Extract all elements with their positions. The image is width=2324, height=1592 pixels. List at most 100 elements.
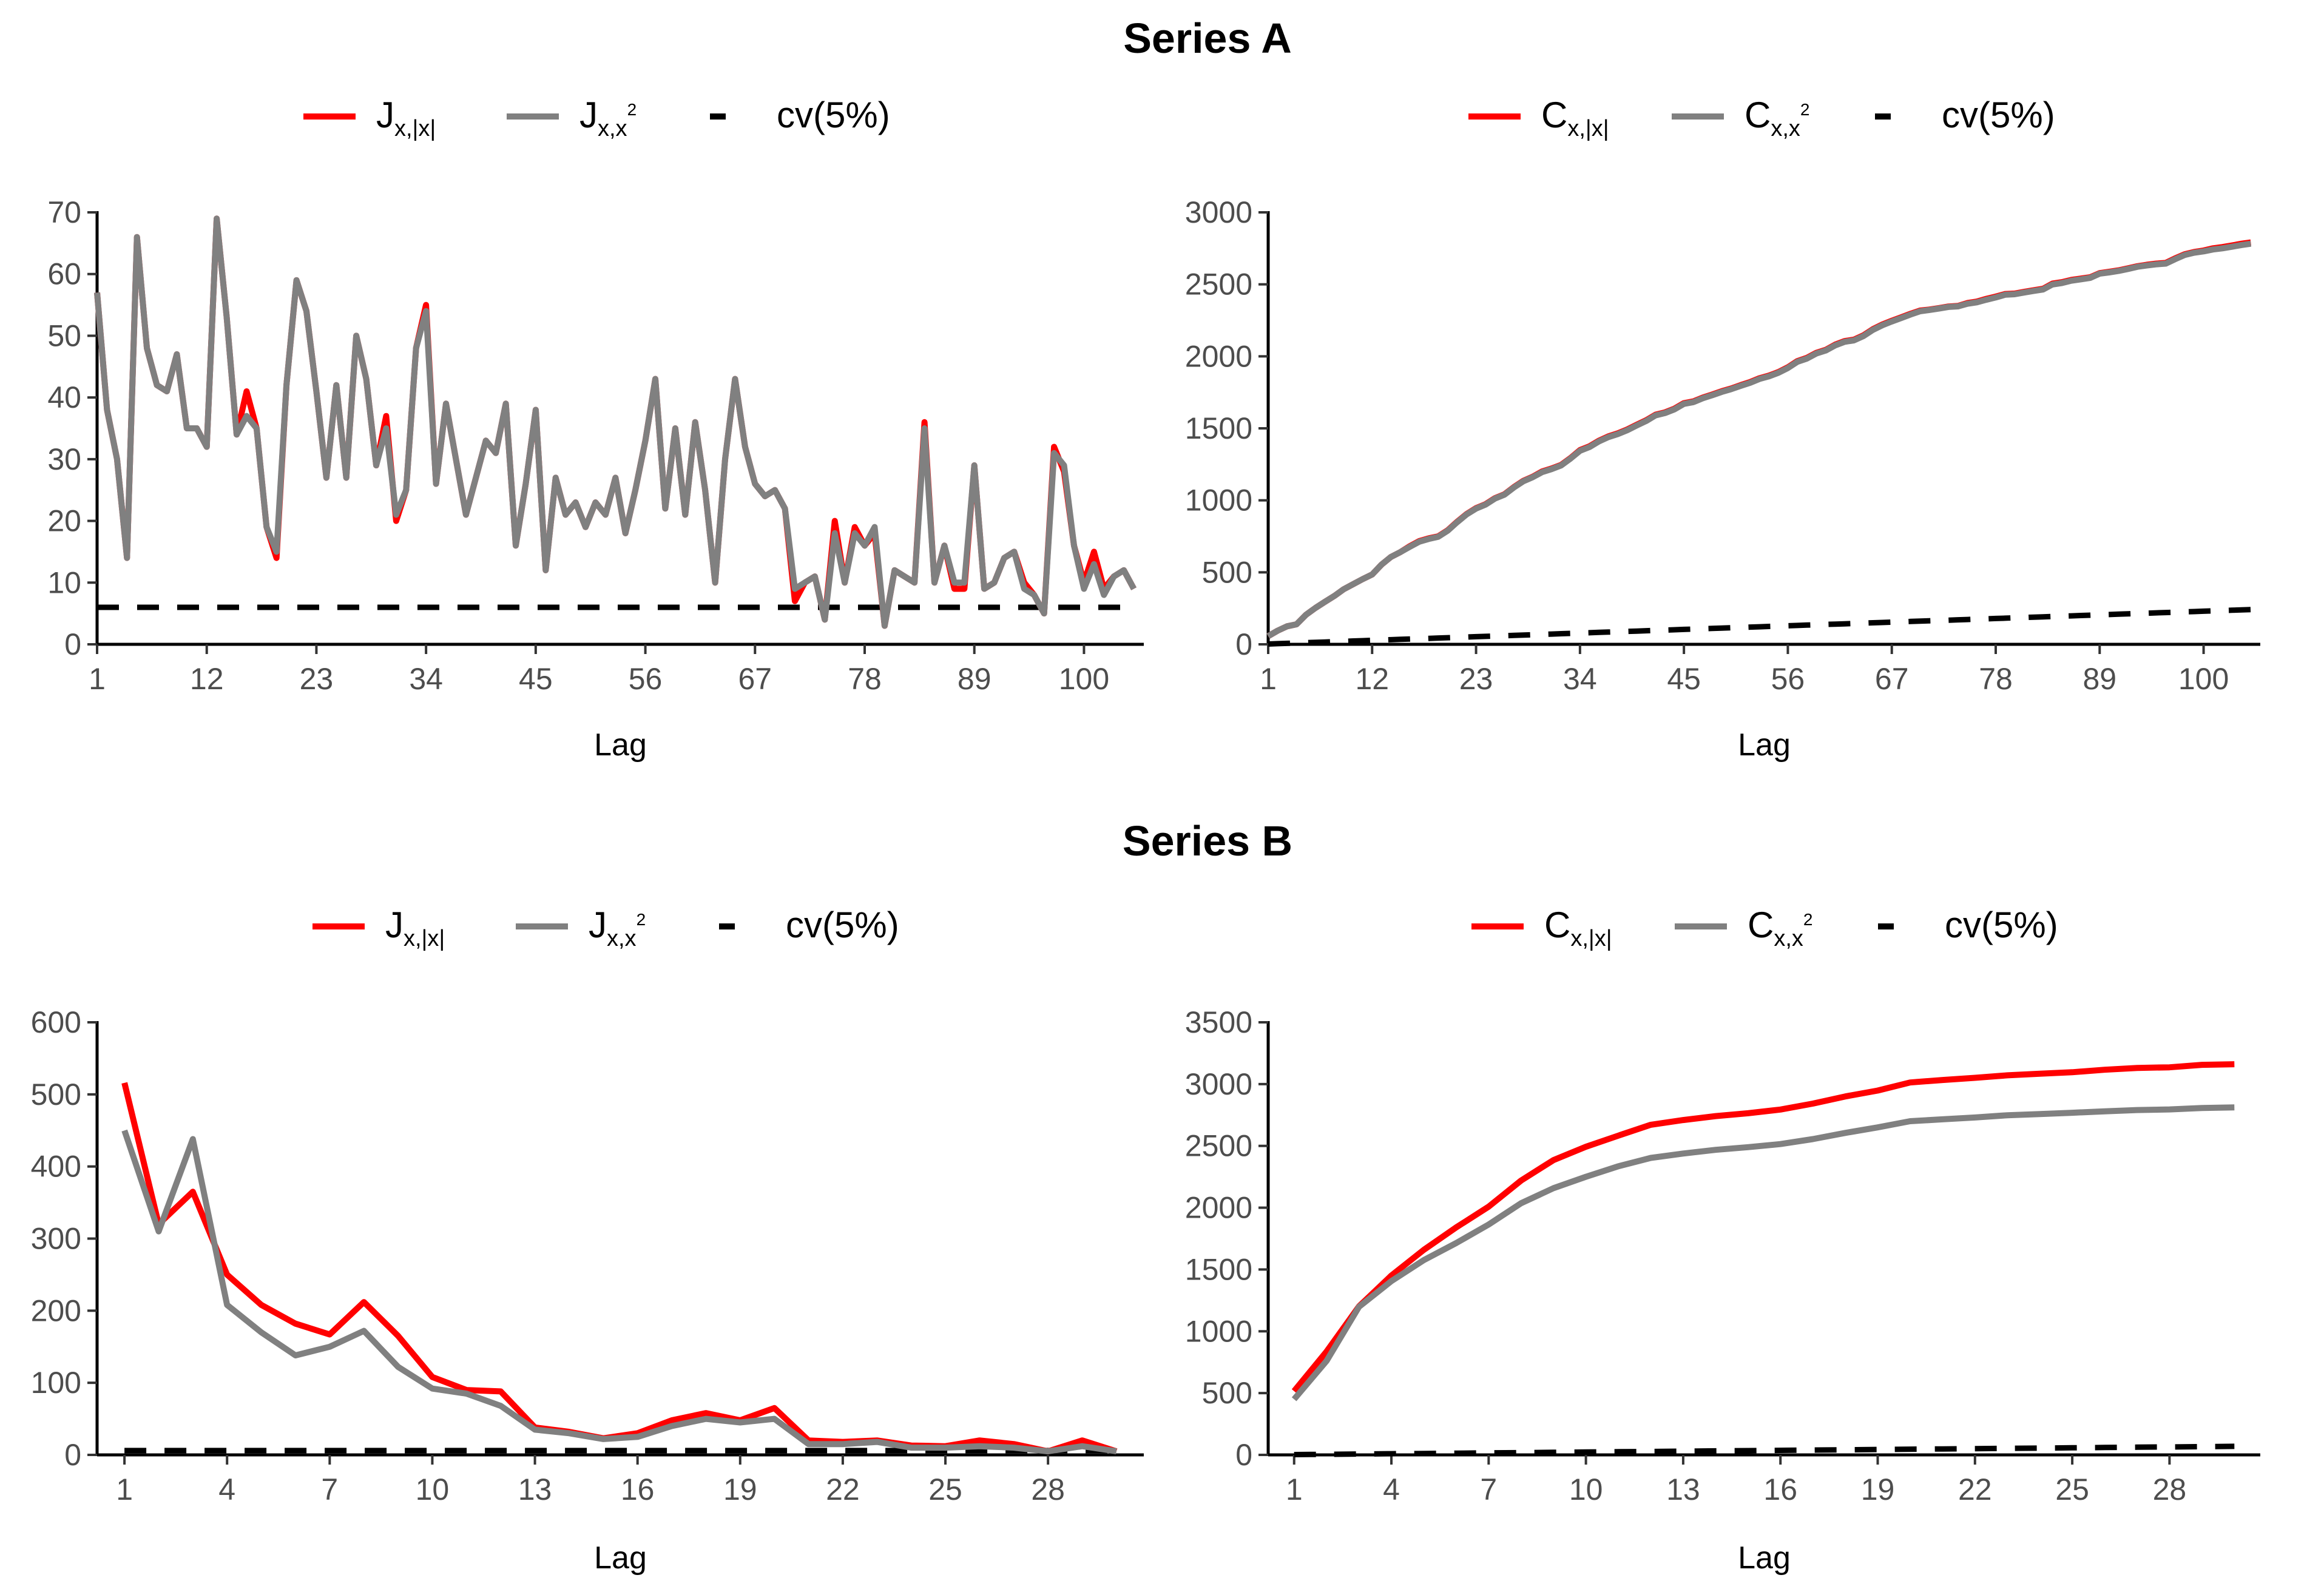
- x-tick-label: 4: [218, 1472, 235, 1506]
- legend-label-sq: Jx,x2: [589, 905, 646, 951]
- x-tick-label: 100: [2178, 662, 2229, 696]
- y-tick-label: 1000: [1185, 484, 1252, 518]
- x-tick-label: 89: [958, 662, 991, 696]
- x-tick-label: 34: [409, 662, 443, 696]
- x-tick-label: 28: [2153, 1472, 2187, 1506]
- legend-label-abs: Cx,|x|: [1544, 905, 1612, 951]
- legend-label-cv: cv(5%): [786, 905, 899, 945]
- y-tick-label: 1500: [1185, 1252, 1252, 1286]
- x-tick-label: 22: [1958, 1472, 1992, 1506]
- chart-series-a-j: 0 10 20 30 40 50 60 70 1 12 23 34 45 56 67 78 89 100 Lag Jx…: [47, 95, 1144, 763]
- x-tick-label: 13: [518, 1472, 552, 1506]
- y-tick-label: 0: [1235, 1438, 1252, 1472]
- x-tick-label: 25: [928, 1472, 962, 1506]
- y-tick-label: 40: [47, 380, 81, 414]
- legend-label-abs: Jx,|x|: [376, 95, 436, 141]
- x-tick-label: 45: [1667, 662, 1701, 696]
- y-tick-label: 30: [47, 442, 81, 476]
- x-axis-label: Lag: [594, 1540, 647, 1576]
- series-line-sq: [1266, 240, 2252, 639]
- series-line-sq: [1291, 1104, 2235, 1401]
- y-tick-label: 2500: [1185, 1129, 1252, 1163]
- legend-label-sq: Jx,x2: [579, 95, 637, 141]
- y-tick-label: 1000: [1185, 1314, 1252, 1348]
- legend-label-abs: Cx,|x|: [1541, 95, 1609, 141]
- legend-label-sq: Cx,x2: [1745, 95, 1809, 141]
- series-line-abs: [1291, 1061, 2235, 1394]
- y-tick-label: 10: [47, 565, 81, 599]
- section-title-series-b: Series B: [1123, 817, 1292, 865]
- y-tick-label: 0: [1235, 627, 1252, 661]
- x-tick-label: 78: [848, 662, 882, 696]
- x-tick-label: 19: [1861, 1472, 1895, 1506]
- chart-series-b-j: 0 100 200 300 400 500 600 1 4 7 10 13 16 19 22 25 28 Lag J…: [31, 905, 1144, 1576]
- x-tick-label: 56: [1771, 662, 1805, 696]
- x-tick-label: 23: [300, 662, 334, 696]
- y-tick-label: 3000: [1185, 1067, 1252, 1101]
- x-tick-label: 1: [1260, 662, 1277, 696]
- x-axis-label: Lag: [1738, 727, 1791, 763]
- x-tick-label: 16: [621, 1472, 655, 1506]
- y-tick-label: 0: [64, 627, 81, 661]
- x-tick-label: 13: [1666, 1472, 1700, 1506]
- x-tick-label: 89: [2082, 662, 2116, 696]
- y-tick-label: 60: [47, 257, 81, 291]
- x-tick-label: 1: [116, 1472, 133, 1506]
- x-tick-label: 67: [738, 662, 772, 696]
- x-tick-label: 25: [2055, 1472, 2089, 1506]
- x-tick-label: 1: [1286, 1472, 1303, 1506]
- y-tick-label: 70: [47, 195, 81, 229]
- series-line-cv: [1294, 1443, 2235, 1457]
- series-line-abs: [1266, 239, 2252, 639]
- legend-label-cv: cv(5%): [1942, 95, 2055, 135]
- y-tick-label: 100: [31, 1366, 81, 1400]
- series-line-sq: [121, 1129, 1117, 1455]
- y-tick-label: 2000: [1185, 339, 1252, 373]
- y-tick-label: 500: [31, 1078, 81, 1111]
- x-tick-label: 23: [1459, 662, 1493, 696]
- legend-label-abs: Jx,|x|: [385, 905, 445, 951]
- x-tick-label: 56: [629, 662, 663, 696]
- x-tick-label: 100: [1059, 662, 1109, 696]
- x-tick-label: 67: [1875, 662, 1909, 696]
- x-tick-label: 16: [1763, 1472, 1797, 1506]
- legend-label-sq: Cx,x2: [1748, 905, 1812, 951]
- x-tick-label: 1: [89, 662, 106, 696]
- x-tick-label: 34: [1563, 662, 1597, 696]
- series-line-sq: [94, 215, 1137, 629]
- y-tick-label: 400: [31, 1150, 81, 1184]
- x-tick-label: 22: [826, 1472, 860, 1506]
- y-tick-label: 50: [47, 319, 81, 352]
- x-tick-label: 4: [1383, 1472, 1400, 1506]
- x-tick-label: 7: [1480, 1472, 1497, 1506]
- y-tick-label: 3000: [1185, 195, 1252, 229]
- y-tick-label: 200: [31, 1294, 81, 1327]
- section-title-series-a: Series A: [1123, 15, 1292, 62]
- x-tick-label: 78: [1979, 662, 2013, 696]
- x-tick-label: 7: [321, 1472, 338, 1506]
- x-tick-label: 12: [190, 662, 224, 696]
- legend-label-cv: cv(5%): [777, 95, 890, 135]
- y-tick-label: 600: [31, 1005, 81, 1039]
- series-line-abs: [121, 1082, 1118, 1455]
- y-tick-label: 300: [31, 1222, 81, 1256]
- series-line-cv: [1268, 607, 2251, 647]
- y-tick-label: 2500: [1185, 268, 1252, 302]
- y-tick-label: 2000: [1185, 1191, 1252, 1225]
- y-tick-label: 0: [64, 1438, 81, 1472]
- x-axis-label: Lag: [594, 727, 647, 763]
- y-tick-label: 1500: [1185, 411, 1252, 445]
- y-tick-label: 500: [1202, 1376, 1252, 1410]
- x-tick-label: 12: [1355, 662, 1389, 696]
- y-tick-label: 20: [47, 504, 81, 538]
- x-tick-label: 45: [519, 662, 553, 696]
- x-tick-label: 28: [1031, 1472, 1065, 1506]
- legend-label-cv: cv(5%): [1945, 905, 2058, 945]
- chart-series-b-c: 0 500 1000 1500 2000 2500 3000 3500 1 4 7 10 13 16 19 2…: [1185, 905, 2260, 1576]
- y-tick-label: 500: [1202, 555, 1252, 589]
- x-axis-label: Lag: [1738, 1540, 1791, 1576]
- y-tick-label: 3500: [1185, 1005, 1252, 1039]
- x-tick-label: 19: [723, 1472, 757, 1506]
- x-tick-label: 10: [416, 1472, 450, 1506]
